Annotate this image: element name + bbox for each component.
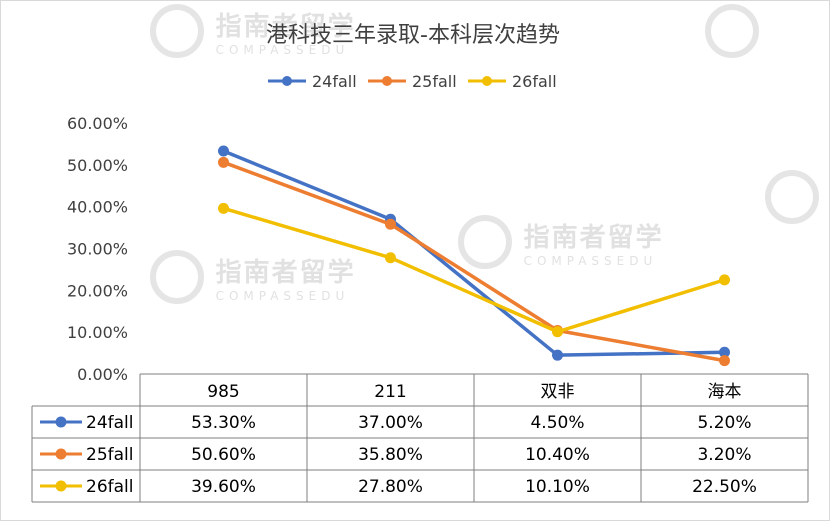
y-tick-label: 40.00% (67, 198, 128, 217)
legend-label-25fall: 25fall (412, 72, 457, 91)
legend-marker-24fall (282, 76, 292, 86)
legend: 24fall 25fall 26fall (268, 72, 557, 91)
data-point-25fall (719, 355, 730, 367)
table-value-cell: 5.20% (697, 413, 751, 433)
data-point-24fall (719, 346, 730, 358)
y-tick-label: 50.00% (67, 156, 128, 175)
table-value-cell: 53.30% (191, 413, 256, 433)
y-tick-label: 0.00% (77, 365, 128, 384)
legend-marker-25fall (382, 76, 392, 86)
table-value-cell: 50.60% (191, 445, 256, 465)
table-value-cell: 10.10% (525, 477, 590, 497)
data-point-26fall (385, 252, 396, 264)
row-legend-marker-24fall (55, 416, 67, 428)
table-value-cell: 37.00% (358, 413, 423, 433)
y-tick-label: 30.00% (67, 240, 128, 259)
table-value-cell: 39.60% (191, 477, 256, 497)
row-series-label: 26fall (86, 477, 133, 497)
chart-title: 港科技三年录取-本科层次趋势 (266, 23, 560, 48)
table-header-cell: 海本 (708, 382, 742, 402)
table-value-cell: 27.80% (358, 477, 423, 497)
legend-marker-26fall (482, 76, 492, 86)
row-legend-marker-25fall (55, 448, 67, 460)
row-legend-marker-26fall (55, 480, 67, 492)
table-value-cell: 35.80% (358, 445, 423, 465)
series-line-24fall (222, 149, 725, 357)
series-line-26fall (223, 206, 726, 334)
y-axis: 60.00% 50.00% 40.00% 30.00% 20.00% 10.00% 0.00… (67, 114, 128, 384)
legend-label-24fall: 24fall (312, 72, 357, 91)
table-value-cell: 22.50% (692, 477, 757, 497)
data-table: 985 211 双非 海本 24fall 53.30% 37.00% 4.50% 5.20% 25… (31, 373, 809, 503)
data-point-24fall (552, 349, 563, 361)
data-point-26fall (218, 202, 229, 214)
series-lines (218, 145, 730, 367)
row-series-label: 24fall (86, 413, 133, 433)
data-point-25fall (385, 218, 396, 230)
series-line-25fall (222, 160, 725, 363)
data-point-24fall (218, 145, 229, 157)
table-value-cell: 4.50% (530, 413, 584, 433)
data-point-25fall (218, 156, 229, 168)
data-point-26fall (552, 326, 563, 338)
table-header-cell: 985 (207, 382, 239, 402)
table-header-cell: 211 (374, 382, 406, 402)
table-value-cell: 3.20% (697, 445, 751, 465)
data-point-26fall (719, 274, 730, 286)
y-tick-label: 60.00% (67, 114, 128, 133)
row-series-label: 25fall (86, 445, 133, 465)
legend-label-26fall: 26fall (512, 72, 557, 91)
y-tick-label: 10.00% (67, 323, 128, 342)
table-header-cell: 双非 (541, 382, 575, 402)
y-tick-label: 20.00% (67, 281, 128, 300)
table-value-cell: 10.40% (525, 445, 590, 465)
